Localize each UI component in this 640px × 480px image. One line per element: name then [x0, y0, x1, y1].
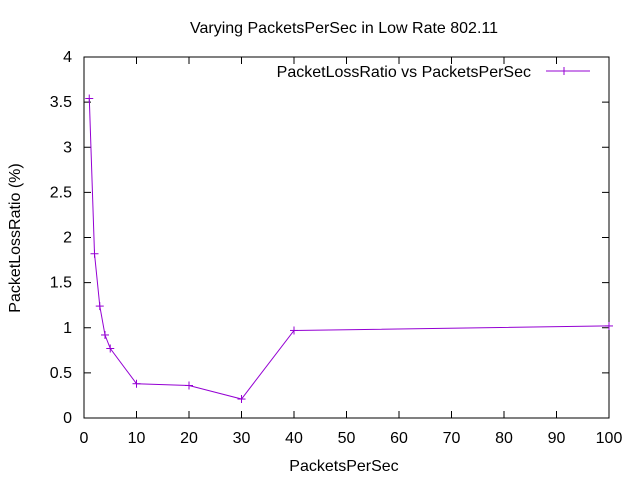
data-point — [95, 302, 104, 311]
y-tick-label: 0 — [63, 410, 72, 427]
x-axis-label: PacketsPerSec — [289, 458, 398, 475]
x-tick-label: 20 — [180, 430, 198, 447]
x-tick-label: 70 — [443, 430, 461, 447]
data-point — [290, 326, 298, 335]
chart-title: Varying PacketsPerSec in Low Rate 802.11 — [190, 20, 498, 37]
x-tick-label: 80 — [495, 430, 513, 447]
x-tick-label: 30 — [233, 430, 251, 447]
y-tick-label: 3 — [63, 139, 72, 156]
x-tick-label: 50 — [338, 430, 356, 447]
data-point — [237, 395, 246, 404]
x-tick-label: 40 — [285, 430, 303, 447]
legend: PacketLossRatio vs PacketsPerSec — [277, 64, 590, 81]
data-point — [185, 381, 193, 390]
data-point — [605, 321, 613, 330]
data-point — [106, 344, 115, 353]
plot-area: 0 10 20 30 40 50 60 70 80 90 100 0 0.5 1 1.5 2 2.5 3 3.5 4 P… — [50, 49, 623, 447]
y-tick-label: 4 — [63, 49, 72, 66]
y-tick-label: 0.5 — [50, 365, 72, 382]
x-tick-label: 90 — [548, 430, 566, 447]
y-axis-label: PacketLossRatio (%) — [7, 163, 24, 312]
x-tick-label: 60 — [390, 430, 408, 447]
plot-frame — [83, 56, 610, 419]
x-tick-label: 0 — [80, 430, 89, 447]
x-tick-label: 100 — [596, 430, 623, 447]
legend-label: PacketLossRatio vs PacketsPerSec — [277, 64, 531, 81]
y-tick-label: 1 — [63, 320, 72, 337]
y-tick-label: 2.5 — [50, 184, 72, 201]
data-point — [90, 249, 99, 258]
x-tick-label: 10 — [128, 430, 146, 447]
y-tick-label: 1.5 — [50, 275, 72, 292]
series-line — [88, 98, 610, 400]
data-point — [101, 330, 109, 339]
y-tick-label: 2 — [63, 230, 72, 247]
y-tick-label: 3.5 — [50, 94, 72, 111]
data-point — [85, 94, 94, 103]
data-point — [132, 379, 141, 388]
